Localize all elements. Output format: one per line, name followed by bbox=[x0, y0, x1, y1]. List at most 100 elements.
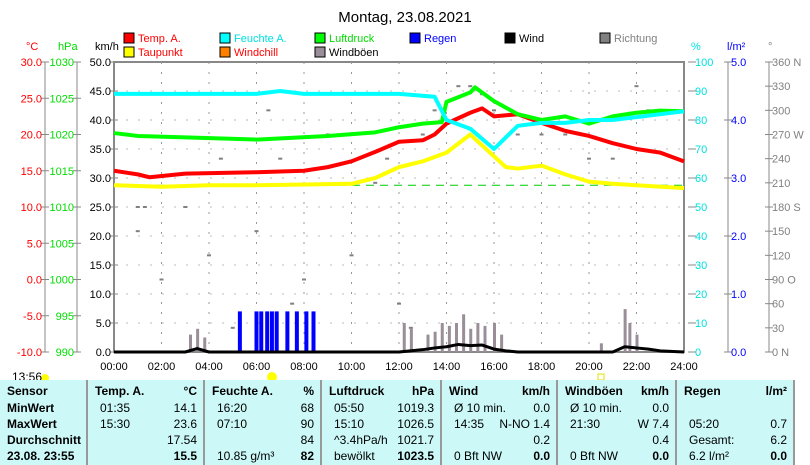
axis-tick-label-temp: 15.0 bbox=[21, 166, 42, 178]
table-column: Sensor MinWert MaxWert Durchschnitt 23.08. 2… bbox=[0, 380, 88, 465]
x-tick-label: 22:00 bbox=[623, 361, 651, 373]
gust-bar bbox=[402, 323, 406, 352]
legend-swatch bbox=[314, 46, 326, 58]
gust-bar bbox=[189, 334, 192, 352]
direction-point bbox=[254, 230, 259, 233]
axis-tick-label-pressure: 1005 bbox=[50, 238, 74, 250]
table-cell-label: 21:30 bbox=[570, 417, 601, 431]
axis-tick-label-direction: 30 bbox=[772, 323, 784, 335]
gust-bar bbox=[409, 328, 413, 352]
table-cell-label: 14:35 bbox=[454, 417, 485, 431]
axis-tick-label-speed: 10.0 bbox=[90, 289, 111, 301]
table-cell-value: W 7.4 bbox=[637, 417, 669, 431]
axis-tick-label-humidity: 10 bbox=[695, 318, 707, 330]
table-cell-value: 0.7 bbox=[770, 417, 787, 431]
table-cell-value: 1019.3 bbox=[397, 401, 434, 415]
table-cell-label: Ø 10 min. bbox=[570, 401, 623, 415]
series-line-taupunkt bbox=[113, 132, 685, 191]
x-tick-label: 02:00 bbox=[148, 361, 176, 373]
table-cell-label: 10.85 g/m³ bbox=[217, 449, 275, 463]
table-header-unit: % bbox=[303, 384, 314, 398]
table-cell-value: 84 bbox=[300, 433, 314, 447]
axis-tick-label-speed: 45.0 bbox=[90, 86, 111, 98]
x-tick-label: 12:00 bbox=[385, 361, 413, 373]
direction-point bbox=[587, 157, 591, 160]
table-cell-value: 1026.5 bbox=[397, 417, 434, 431]
axis-unit-rain: l/m² bbox=[727, 41, 746, 53]
legend-swatch bbox=[219, 32, 231, 44]
table-cell-value: 15.5 bbox=[173, 449, 197, 463]
table-cell-value: 68 bbox=[300, 401, 314, 415]
axis-tick-label-direction: 180 S bbox=[772, 202, 801, 214]
axis-tick-label-temp: -5.0 bbox=[23, 311, 42, 323]
rain-bar bbox=[311, 311, 316, 352]
table-cell-value: 82 bbox=[300, 449, 314, 463]
table-cell-label: 0 Bft NW bbox=[570, 449, 619, 463]
gust-bar bbox=[426, 334, 430, 352]
axis-tick-label-direction: 60 bbox=[772, 299, 784, 311]
axis-tick-label-pressure: 995 bbox=[56, 311, 74, 323]
table-cell-label: 15:10 bbox=[334, 417, 365, 431]
series-line-temp-a- bbox=[113, 106, 685, 180]
table-cell-value: 0.0 bbox=[533, 401, 550, 415]
table-cell-label: Ø 10 min. bbox=[454, 401, 507, 415]
table-header-label: Windböen bbox=[565, 384, 623, 398]
direction-point bbox=[385, 157, 390, 160]
table-cell-value: 90 bbox=[300, 417, 314, 431]
gust-bar bbox=[462, 314, 466, 352]
direction-point bbox=[492, 109, 496, 112]
axis-tick-label-speed: 25.0 bbox=[90, 202, 111, 214]
direction-point bbox=[456, 85, 461, 88]
axis-tick-label-humidity: 0 bbox=[695, 347, 701, 359]
table-header-unit: hPa bbox=[411, 384, 434, 398]
rain-bar bbox=[274, 311, 279, 352]
axis-tick-label-direction: 0 N bbox=[772, 347, 789, 359]
legend-label-windböen: Windböen bbox=[329, 47, 379, 59]
table-header-label: Wind bbox=[449, 384, 479, 398]
gust-bar bbox=[635, 334, 639, 352]
table-header-label: Sensor bbox=[7, 384, 48, 398]
table-header-unit: km/h bbox=[640, 384, 669, 398]
series-line-feuchte-a- bbox=[114, 89, 685, 151]
gust-bar bbox=[455, 323, 458, 352]
gust-bar bbox=[493, 323, 496, 352]
axis-tick-label-speed: 20.0 bbox=[90, 231, 111, 243]
table-header-unit: km/h bbox=[521, 384, 550, 398]
axis-tick-label-direction: 120 bbox=[772, 250, 790, 262]
legend-label-richtung: Richtung bbox=[614, 33, 657, 45]
direction-point bbox=[420, 133, 425, 136]
gust-bar bbox=[599, 343, 603, 352]
gust-bar bbox=[476, 323, 480, 352]
gust-bar bbox=[628, 323, 632, 352]
axis-tick-label-humidity: 20 bbox=[695, 289, 707, 301]
axis-tick-label-temp: -10.0 bbox=[17, 347, 42, 359]
direction-point bbox=[142, 206, 147, 208]
legend-swatch bbox=[123, 46, 135, 58]
legend-label-taupunkt: Taupunkt bbox=[138, 47, 183, 59]
axis-tick-label-speed: 15.0 bbox=[90, 260, 111, 272]
sun-icon bbox=[41, 374, 49, 380]
table-cell-value: 14.1 bbox=[173, 401, 197, 415]
x-tick-label: 04:00 bbox=[195, 361, 223, 373]
direction-point bbox=[183, 206, 188, 208]
axis-tick-label-temp: 30.0 bbox=[21, 57, 42, 69]
table-cell-value: 0.2 bbox=[533, 433, 550, 447]
direction-point bbox=[610, 157, 615, 160]
table-header-label: Feuchte A. bbox=[212, 384, 273, 398]
legend-label-windchill: Windchill bbox=[234, 47, 278, 59]
table-cell-value: 23.6 bbox=[173, 417, 197, 431]
direction-point bbox=[230, 326, 235, 329]
axis-unit-temp: °C bbox=[26, 41, 38, 53]
rain-bar bbox=[259, 311, 264, 352]
axis-tick-label-speed: 0.0 bbox=[96, 347, 111, 359]
direction-point bbox=[373, 181, 378, 184]
direction-point bbox=[515, 133, 520, 136]
axis-tick-label-direction: 300 bbox=[772, 105, 790, 117]
axis-tick-label-direction: 240 bbox=[772, 154, 790, 166]
table-cell-label: Gesamt: bbox=[689, 433, 735, 447]
axis-tick-label-humidity: 30 bbox=[695, 260, 707, 272]
direction-point bbox=[218, 157, 223, 160]
axis-tick-label-pressure: 1030 bbox=[50, 57, 74, 69]
gust-bar bbox=[440, 323, 444, 352]
x-tick-label: 14:00 bbox=[433, 361, 461, 373]
